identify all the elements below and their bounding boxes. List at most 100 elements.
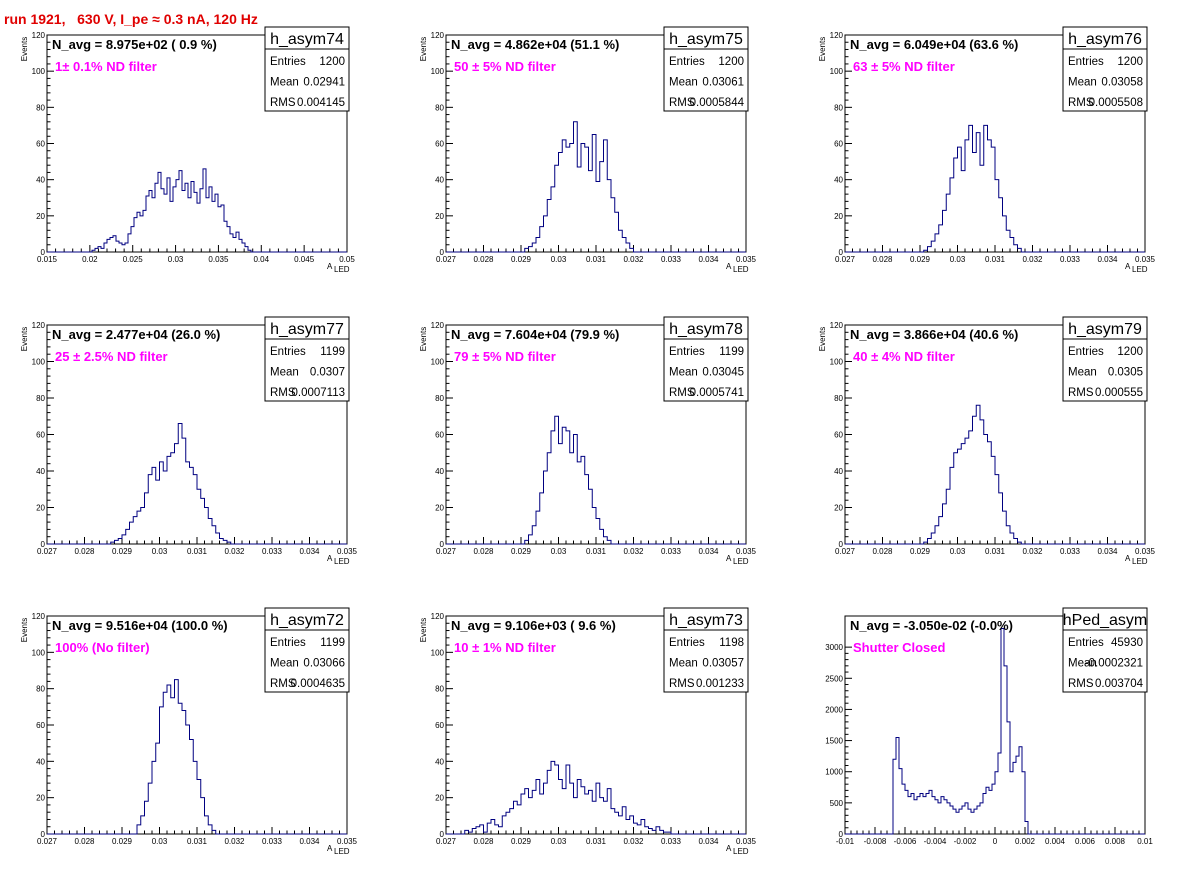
x-tick-label: 0.02 [82, 255, 98, 264]
x-tick-label: 0.035 [736, 255, 757, 264]
stats-label: RMS [270, 97, 296, 109]
y-tick-label: 2500 [825, 674, 843, 683]
stats-value: 0.003704 [1095, 678, 1144, 690]
x-tick-label: 0.03 [168, 255, 184, 264]
stats-label: Mean [1068, 367, 1097, 379]
x-tick-label: 0.03 [152, 837, 168, 846]
x-tick-label: 0.034 [698, 547, 719, 556]
stats-value: 0.004145 [297, 97, 345, 109]
y-tick-label: 100 [431, 358, 445, 367]
histogram-series [845, 124, 1145, 253]
y-tick-label: 0 [41, 248, 46, 257]
stats-value: 0.0007113 [291, 387, 345, 399]
stats-label: Mean [270, 77, 299, 89]
y-tick-label: 100 [431, 67, 445, 76]
navg-label: N_avg = 9.516e+04 (100.0 %) [52, 618, 228, 633]
x-tick-label: 0.004 [1045, 837, 1066, 846]
stats-label: RMS [270, 678, 296, 690]
x-tick-label: 0.031 [586, 837, 607, 846]
y-tick-label: 500 [830, 799, 844, 808]
stats-label: Mean [669, 658, 698, 670]
filter-label: 25 ± 2.5% ND filter [55, 349, 168, 364]
x-axis-title-subscript: LED [334, 265, 350, 274]
x-tick-label: 0.028 [74, 547, 95, 556]
y-tick-label: 80 [834, 394, 843, 403]
y-tick-label: 0 [839, 830, 844, 839]
stats-value: 1200 [1117, 56, 1143, 68]
stats-label: Entries [669, 346, 705, 358]
stats-values-box [663, 48, 749, 112]
x-axis-title-subscript: LED [1132, 265, 1148, 274]
stats-label: Entries [270, 637, 306, 649]
x-tick-label: 0.027 [835, 255, 856, 264]
y-tick-label: 20 [36, 504, 45, 513]
stats-label: RMS [669, 387, 695, 399]
x-tick-label: 0.027 [436, 547, 457, 556]
y-tick-label: 80 [36, 394, 45, 403]
stats-value: 0.03061 [702, 77, 744, 89]
stats-title: h_asym72 [270, 612, 344, 629]
stats-label: RMS [1068, 97, 1094, 109]
x-tick-label: 0.031 [586, 547, 607, 556]
x-tick-label: 0.035 [736, 837, 757, 846]
stats-title: h_asym76 [1068, 31, 1142, 48]
stats-label: Entries [270, 56, 306, 68]
y-tick-label: 100 [431, 648, 445, 657]
histogram-panel: 0.027 0.028 0.029 0.03 0.031 0.032 0.033 0.034 0… [419, 26, 757, 274]
navg-label: N_avg = 2.477e+04 (26.0 %) [52, 327, 220, 342]
y-tick-label: 80 [834, 103, 843, 112]
stats-label: Entries [1068, 56, 1104, 68]
x-tick-label: 0.04 [253, 255, 269, 264]
y-tick-label: 100 [830, 358, 844, 367]
y-tick-label: 40 [435, 467, 444, 476]
x-tick-label: 0.045 [294, 255, 315, 264]
stats-title: h_asym74 [270, 31, 344, 48]
stats-value: 0.0305 [1108, 367, 1143, 379]
x-tick-label: 0.028 [473, 255, 494, 264]
y-tick-label: 60 [36, 721, 45, 730]
navg-label: N_avg = 9.106e+03 ( 9.6 %) [451, 618, 616, 633]
y-tick-label: 20 [435, 794, 444, 803]
y-axis-title: Events [818, 327, 827, 351]
y-tick-label: 40 [834, 467, 843, 476]
y-tick-label: 120 [830, 31, 844, 40]
stats-values-box [264, 48, 350, 112]
stats-label: Mean [1068, 658, 1097, 670]
y-tick-label: 40 [36, 757, 45, 766]
y-tick-label: 2000 [825, 705, 843, 714]
x-axis-title-subscript: LED [733, 265, 749, 274]
y-tick-label: 60 [834, 431, 843, 440]
x-tick-label: 0.029 [511, 837, 532, 846]
x-tick-label: 0.027 [436, 255, 457, 264]
histogram-panel: 0.027 0.028 0.029 0.03 0.031 0.032 0.033 0.034 0… [818, 26, 1156, 274]
y-tick-label: 20 [36, 794, 45, 803]
histogram-panel: 0.027 0.028 0.029 0.03 0.031 0.032 0.033 0.034 0… [419, 316, 757, 566]
stats-values-box [1062, 338, 1148, 402]
x-tick-label: 0.035 [337, 837, 358, 846]
x-axis-title-subscript: LED [1132, 557, 1148, 566]
y-tick-label: 80 [435, 394, 444, 403]
x-tick-label: 0.035 [337, 547, 358, 556]
x-tick-label: 0.006 [1075, 837, 1096, 846]
x-tick-label: 0.034 [698, 837, 719, 846]
x-axis-title: A [327, 844, 333, 853]
stats-values-box [264, 629, 350, 693]
stats-title: h_asym77 [270, 321, 344, 338]
stats-values-box [264, 338, 350, 402]
y-tick-label: 120 [32, 321, 46, 330]
stats-title: hPed_asym [1063, 612, 1148, 629]
navg-label: N_avg = 8.975e+02 ( 0.9 %) [52, 37, 217, 52]
stats-value: 1200 [1117, 346, 1143, 358]
histogram-series [446, 415, 746, 545]
y-tick-label: 60 [36, 140, 45, 149]
x-tick-label: 0.033 [661, 255, 682, 264]
stats-value: 0.0307 [310, 367, 345, 379]
histogram-series [446, 760, 746, 835]
filter-label: 100% (No filter) [55, 640, 150, 655]
histogram-panel: 0.027 0.028 0.029 0.03 0.031 0.032 0.033 0.034 0… [20, 607, 358, 856]
x-axis-title-subscript: LED [334, 557, 350, 566]
filter-label: 79 ± 5% ND filter [454, 349, 556, 364]
x-tick-label: 0.031 [187, 837, 208, 846]
x-tick-label: 0.032 [623, 547, 644, 556]
navg-label: N_avg = -3.050e-02 (-0.0%) [850, 618, 1013, 633]
